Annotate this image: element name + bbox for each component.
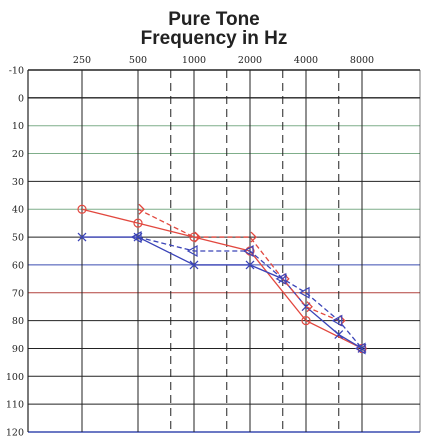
y-tick-label: 100 <box>6 372 24 383</box>
y-tick-label: 60 <box>12 260 24 271</box>
chart-title: Pure Tone <box>168 9 260 30</box>
x-tick-label: 8000 <box>350 55 374 66</box>
data-point-x <box>77 232 87 242</box>
data-point-circle <box>301 316 311 326</box>
y-tick-label: 40 <box>12 205 24 216</box>
y-tick-label: 70 <box>12 288 24 299</box>
data-point-triangle <box>186 244 198 258</box>
x-tick-label: 250 <box>73 55 91 66</box>
series-line-circle <box>81 208 363 350</box>
y-tick-label: 90 <box>12 344 24 355</box>
data-point-bracket <box>250 231 257 243</box>
x-tick-label: 500 <box>129 55 147 66</box>
data-point-triangle <box>354 342 366 355</box>
series-line-x <box>82 236 363 350</box>
data-point-triangle <box>331 314 343 327</box>
y-tick-label: 20 <box>12 149 24 160</box>
data-point-bracket <box>194 231 201 243</box>
data-point-circle <box>133 218 143 228</box>
data-point-triangle <box>130 231 142 244</box>
data-point-x <box>245 260 255 270</box>
chart-subtitle: Frequency in Hz <box>140 28 288 49</box>
data-point-triangle <box>242 244 254 258</box>
data-point-circle <box>77 204 87 214</box>
x-tick-label: 1000 <box>182 55 206 66</box>
y-tick-label: -10 <box>9 66 24 77</box>
data-point-bracket <box>306 301 313 313</box>
data-point-triangle <box>275 272 287 285</box>
series-line-triangle <box>137 236 363 349</box>
series-line-bracket <box>137 208 340 322</box>
x-tick-label: 4000 <box>294 55 318 66</box>
y-tick-label: 0 <box>18 93 24 104</box>
y-tick-label: 50 <box>12 233 24 244</box>
data-point-x <box>334 330 344 339</box>
y-tick-label: 120 <box>6 428 24 439</box>
x-tick-label: 2000 <box>238 55 262 66</box>
data-point-triangle <box>298 286 310 299</box>
data-point-bracket <box>138 203 145 215</box>
y-tick-label: 10 <box>12 121 24 132</box>
data-point-x <box>189 260 199 270</box>
y-tick-label: 80 <box>12 316 24 327</box>
y-tick-label: 30 <box>12 177 24 188</box>
y-tick-label: 110 <box>6 400 24 411</box>
